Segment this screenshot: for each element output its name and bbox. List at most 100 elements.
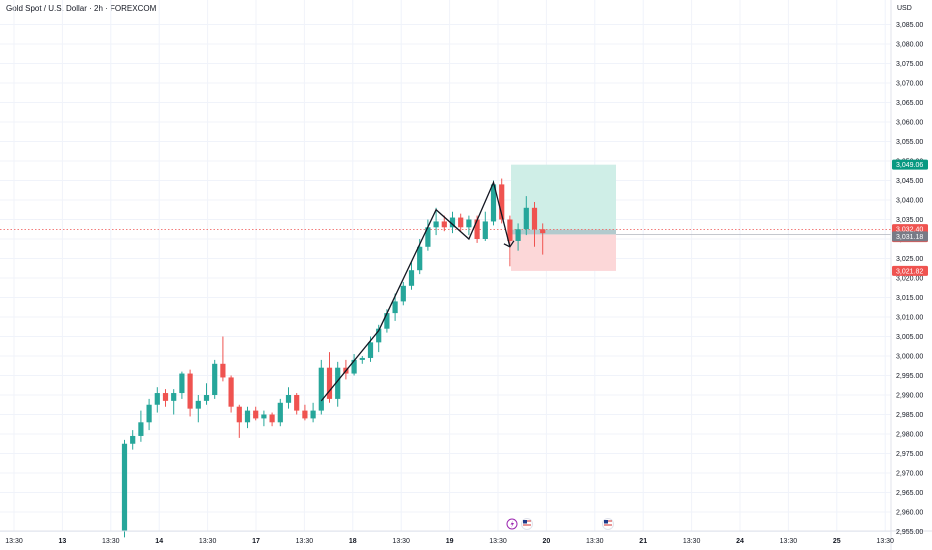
x-tick-label: 17 (252, 538, 260, 545)
y-tick-label: 2,960.00 (896, 510, 923, 517)
y-tick-label: 3,055.00 (896, 139, 923, 146)
y-tick-label: 3,035.00 (896, 217, 923, 224)
stop-loss-zone[interactable] (511, 234, 616, 271)
candle-body (171, 393, 177, 401)
candle-body (212, 363, 218, 395)
x-tick-label: 19 (446, 538, 454, 545)
symbol-title: Gold Spot / U.S. Dollar · 2h · FOREXCOM (6, 4, 157, 13)
candle-body (154, 393, 160, 405)
y-tick-label: 3,075.00 (896, 61, 923, 68)
x-tick-label: 14 (155, 538, 163, 545)
candles (121, 178, 546, 538)
y-tick-label: 3,080.00 (896, 42, 923, 49)
candle-body (458, 217, 464, 228)
candle-body (277, 402, 283, 423)
candle-body (540, 229, 546, 234)
candle-body (261, 414, 267, 419)
x-tick-label: 13:30 (876, 538, 894, 545)
x-tick-label: 13:30 (102, 538, 120, 545)
candle-body (326, 367, 333, 399)
x-tick-label: 13:30 (586, 538, 604, 545)
x-tick-label: 24 (736, 538, 744, 545)
candle-body (392, 301, 398, 314)
candle-body (195, 400, 201, 409)
candle-body (490, 184, 497, 222)
candle-body (146, 404, 152, 423)
candle-body (425, 227, 431, 247)
x-tick-label: 20 (543, 538, 551, 545)
candle-body (417, 246, 423, 271)
us-flag-icon[interactable] (521, 518, 533, 530)
candle-body (310, 410, 316, 419)
candle-body (400, 285, 406, 302)
y-tick-label: 2,980.00 (896, 432, 923, 439)
y-tick-label: 2,975.00 (896, 451, 923, 458)
x-tick-label: 13:30 (296, 538, 314, 545)
y-tick-label: 3,005.00 (896, 334, 923, 341)
svg-text:3,031.18: 3,031.18 (896, 234, 923, 241)
y-tick-label: 2,995.00 (896, 373, 923, 380)
candle-body (367, 342, 374, 358)
candle-body (203, 395, 210, 401)
candle-body (318, 367, 324, 411)
candle-body (449, 217, 456, 228)
y-tick-label: 2,985.00 (896, 412, 923, 419)
candle-body (408, 270, 415, 286)
price-axis: 3,085.00 3,080.00 3,075.00 3,070.00 3,065.00… (896, 22, 923, 536)
x-tick-label: 13 (59, 538, 67, 545)
x-tick-label: 18 (349, 538, 357, 545)
candle-body (482, 221, 488, 239)
grid (0, 0, 891, 532)
y-tick-label: 3,025.00 (896, 256, 923, 263)
candle-body (433, 221, 439, 228)
y-tick-label: 3,070.00 (896, 81, 923, 88)
stop-price-badge: 3,021.82 (892, 265, 928, 276)
entry-price-badge: 3,031.18 (892, 231, 928, 242)
event-markers (506, 518, 614, 530)
lightning-event-icon[interactable] (506, 518, 518, 530)
candle-body (187, 373, 193, 409)
y-tick-label: 3,020.00 (896, 276, 923, 283)
candle-body (130, 435, 136, 444)
zigzag-pattern-line[interactable] (320, 180, 511, 402)
us-flag-icon[interactable] (602, 518, 614, 530)
y-tick-label: 3,015.00 (896, 295, 923, 302)
x-tick-label: 13:30 (489, 538, 507, 545)
candle-body (236, 406, 242, 423)
pattern-drawing (320, 180, 515, 402)
y-tick-label: 2,970.00 (896, 471, 923, 478)
y-tick-label: 3,040.00 (896, 198, 923, 205)
y-tick-label: 3,065.00 (896, 100, 923, 107)
candle-body (523, 207, 529, 230)
candle-body (466, 219, 472, 228)
candle-body (138, 422, 144, 436)
candle-body (294, 395, 300, 411)
candle-body (441, 221, 447, 228)
y-tick-label: 3,000.00 (896, 354, 923, 361)
candle-body (335, 367, 341, 399)
y-tick-label: 3,045.00 (896, 178, 923, 185)
x-tick-label: 13:30 (199, 538, 217, 545)
candle-body (162, 393, 169, 401)
x-tick-label: 13:30 (5, 538, 23, 545)
y-tick-label: 2,965.00 (896, 490, 923, 497)
y-tick-label: 2,990.00 (896, 393, 923, 400)
currency-label: USD (897, 5, 912, 12)
candle-body (269, 414, 275, 423)
candle-body (474, 219, 480, 239)
target-price-badge: 3,049.06 (892, 159, 928, 170)
candle-body (376, 328, 382, 343)
candle-body (179, 373, 185, 394)
candle-body (384, 313, 390, 329)
candle-body (302, 410, 308, 419)
candle-body (220, 363, 226, 378)
candle-body (351, 359, 357, 374)
price-badges: 3,049.063,032.4034:553,031.183,021.82 (892, 159, 928, 276)
candle-body (359, 357, 365, 360)
candle-body (507, 219, 513, 241)
x-tick-label: 21 (639, 538, 647, 545)
candle-body (244, 410, 251, 423)
svg-text:3,032.40: 3,032.40 (896, 227, 923, 234)
candle-body (531, 207, 538, 230)
